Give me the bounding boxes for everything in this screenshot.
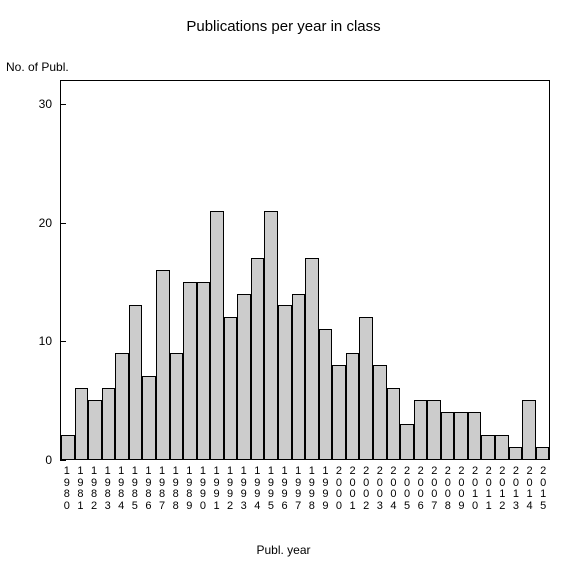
bar [441,412,455,459]
bar [170,353,184,459]
y-tick [60,223,66,224]
bar [264,211,278,459]
x-category-label: 2 0 0 0 [332,466,346,512]
x-category-label: 1 9 8 8 [169,466,183,512]
x-category-label: 1 9 9 8 [305,466,319,512]
x-category-label: 1 9 9 4 [251,466,265,512]
y-axis-label: No. of Publ. [6,60,69,74]
x-category-label: 2 0 1 2 [496,466,510,512]
x-category-label: 1 9 9 5 [264,466,278,512]
bar [481,435,495,459]
x-category-label: 2 0 0 7 [427,466,441,512]
x-category-label: 1 9 9 9 [319,466,333,512]
bar [102,388,116,459]
y-tick-label: 10 [12,334,52,348]
bar [495,435,509,459]
bar [468,412,482,459]
x-category-label: 2 0 1 5 [536,466,550,512]
bar [373,365,387,460]
x-category-label: 2 0 0 5 [400,466,414,512]
x-category-label: 2 0 0 2 [359,466,373,512]
bar [359,317,373,459]
bar [115,353,129,459]
x-category-label: 2 0 0 8 [441,466,455,512]
x-categories: 1 9 8 01 9 8 11 9 8 21 9 8 31 9 8 41 9 8… [60,466,550,512]
y-tick [60,104,66,105]
bar [75,388,89,459]
bar [251,258,265,459]
x-category-label: 1 9 8 4 [114,466,128,512]
x-category-label: 1 9 8 7 [155,466,169,512]
chart-title: Publications per year in class [0,18,567,35]
bar [237,294,251,459]
bar [509,447,523,459]
x-category-label: 2 0 0 6 [414,466,428,512]
x-category-label: 2 0 1 1 [482,466,496,512]
bar [224,317,238,459]
y-tick [60,460,66,461]
x-category-label: 1 9 8 2 [87,466,101,512]
x-category-label: 2 0 0 9 [455,466,469,512]
bar [156,270,170,459]
x-category-label: 2 0 1 4 [523,466,537,512]
x-category-label: 1 9 9 6 [278,466,292,512]
y-tick-label: 30 [12,97,52,111]
x-category-label: 2 0 1 0 [468,466,482,512]
bar [346,353,360,459]
x-category-label: 1 9 9 1 [210,466,224,512]
x-category-label: 1 9 8 9 [182,466,196,512]
x-category-label: 1 9 9 3 [237,466,251,512]
y-tick-label: 0 [12,453,52,467]
bar [183,282,197,459]
bar [536,447,550,459]
bar [400,424,414,459]
bar [305,258,319,459]
x-category-label: 1 9 8 3 [101,466,115,512]
x-category-label: 1 9 8 0 [60,466,74,512]
bar [88,400,102,459]
x-category-label: 2 0 0 3 [373,466,387,512]
bar [278,305,292,459]
bar [332,365,346,460]
x-category-label: 1 9 9 0 [196,466,210,512]
bar [61,435,75,459]
bar [292,294,306,459]
x-category-label: 2 0 1 3 [509,466,523,512]
y-tick-label: 20 [12,216,52,230]
x-category-label: 1 9 8 6 [142,466,156,512]
y-tick [60,341,66,342]
x-category-label: 1 9 9 7 [291,466,305,512]
x-category-label: 1 9 8 1 [74,466,88,512]
bar [142,376,156,459]
bar [129,305,143,459]
bar [197,282,211,459]
plot-area [60,80,550,460]
bar [454,412,468,459]
bar [387,388,401,459]
x-axis-label: Publ. year [0,543,567,557]
bar [319,329,333,459]
bar [427,400,441,459]
bar [522,400,536,459]
bars-group [61,81,549,459]
x-category-label: 1 9 9 2 [223,466,237,512]
x-category-label: 1 9 8 5 [128,466,142,512]
bar [210,211,224,459]
bar [414,400,428,459]
chart-container: Publications per year in class No. of Pu… [0,0,567,567]
x-category-label: 2 0 0 1 [346,466,360,512]
x-category-label: 2 0 0 4 [387,466,401,512]
